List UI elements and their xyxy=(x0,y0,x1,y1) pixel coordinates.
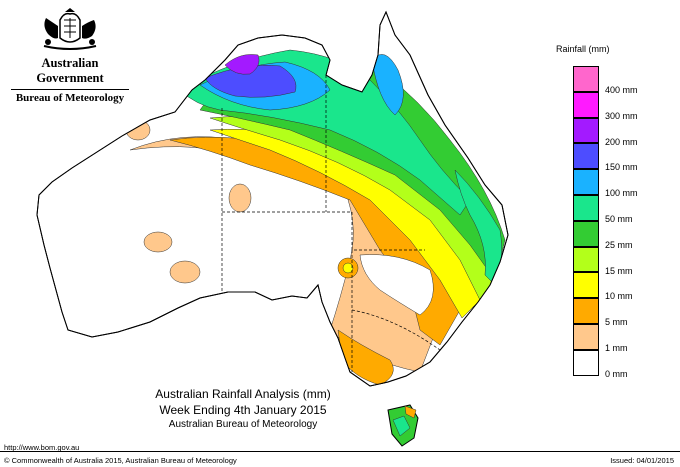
rain-band-200mm xyxy=(224,54,260,75)
legend-swatch xyxy=(573,323,599,350)
legend-label: 10 mm xyxy=(605,291,633,302)
legend-swatch xyxy=(573,272,599,299)
rain-blob-2 xyxy=(169,260,201,284)
australia-mainland xyxy=(36,11,509,387)
map-title: Australian Rainfall Analysis (mm) xyxy=(155,387,331,401)
government-name: Australian Government xyxy=(36,56,104,85)
rain-band-100mm-york xyxy=(371,54,404,116)
legend-title: Rainfall (mm) xyxy=(556,44,610,54)
rain-blob-4 xyxy=(125,119,151,141)
rain-blob-3 xyxy=(228,183,252,213)
legend-label: 100 mm xyxy=(605,188,638,199)
rain-blob-6 xyxy=(342,262,354,274)
map-source: Australian Bureau of Meteorology xyxy=(168,419,318,430)
legend-label: 200 mm xyxy=(605,136,638,147)
legend-label: 15 mm xyxy=(605,265,633,276)
tasmania xyxy=(387,404,419,447)
legend-label: 5 mm xyxy=(605,317,628,328)
legend-swatch xyxy=(573,246,599,273)
map-period: Week Ending 4th January 2015 xyxy=(159,403,327,417)
legend-swatch xyxy=(573,117,599,144)
legend-swatch xyxy=(573,143,599,170)
legend-label: 1 mm xyxy=(605,342,628,353)
agency-name: Bureau of Meteorology xyxy=(15,92,125,104)
legend-swatch xyxy=(573,194,599,221)
legend-label: 400 mm xyxy=(605,85,638,95)
legend-label: 300 mm xyxy=(605,110,638,121)
legend-swatch xyxy=(573,349,599,376)
legend-label: 0 mm xyxy=(605,368,628,379)
rain-band-east-50mm xyxy=(454,169,502,286)
coat-of-arms-icon xyxy=(43,8,97,50)
legend-label: 50 mm xyxy=(605,213,633,224)
footer-url[interactable]: http://www.bom.gov.au xyxy=(4,443,80,452)
legend-swatch xyxy=(573,220,599,247)
map-title-block: Australian Rainfall Analysis (mm) Week E… xyxy=(138,386,348,432)
rain-band-south xyxy=(337,329,394,386)
legend-swatch xyxy=(573,169,599,195)
state-border-nsw-vic xyxy=(351,309,441,351)
legend-swatch xyxy=(573,91,599,118)
footer-copyright: © Commonwealth of Australia 2015, Austra… xyxy=(4,456,237,465)
legend-label: 25 mm xyxy=(605,239,633,250)
logo-divider xyxy=(11,89,129,90)
legend-swatch xyxy=(573,66,599,92)
legend-label: 150 mm xyxy=(605,162,638,173)
dry-patch-se xyxy=(359,254,434,316)
rain-blob-1 xyxy=(143,231,173,253)
legend-swatch xyxy=(573,298,599,324)
footer-divider xyxy=(0,451,680,452)
footer-issued-date: Issued: 04/01/2015 xyxy=(610,456,674,465)
government-logo: Australian Government Bureau of Meteorol… xyxy=(10,8,130,104)
